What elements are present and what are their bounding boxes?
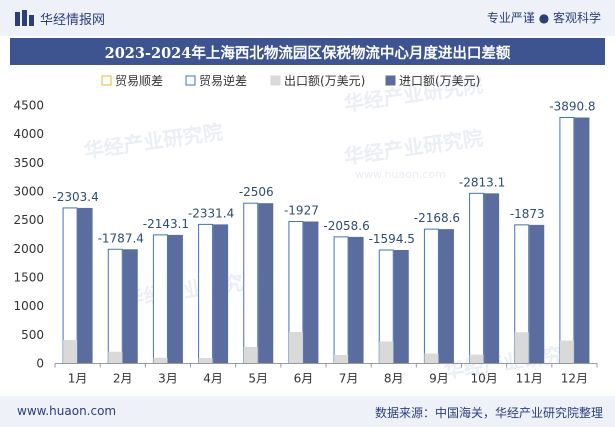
y-tick-label: 0 <box>36 357 44 371</box>
x-tick-label: 12月 <box>561 372 588 386</box>
balance-bar <box>559 116 575 364</box>
export-bar <box>469 354 484 364</box>
balance-label: -1787.4 <box>98 231 144 245</box>
logo-icon <box>15 10 34 26</box>
y-tick-label: 2500 <box>13 213 44 227</box>
export-bar <box>559 340 574 364</box>
export-bar <box>243 346 258 364</box>
x-tick-label: 8月 <box>384 372 404 386</box>
import-bar <box>258 203 274 364</box>
balance-bar <box>423 228 439 364</box>
export-bar <box>379 341 394 364</box>
export-bar <box>153 357 168 364</box>
import-bar <box>348 236 364 364</box>
balance-label: -2143.1 <box>143 217 189 231</box>
balance-label: -2058.6 <box>323 219 369 233</box>
y-tick-label: 1500 <box>13 271 44 285</box>
tagline: 专业严谨 ● 客观科学 <box>486 11 601 25</box>
balance-label: -2168.6 <box>414 211 460 225</box>
legend-swatch-4 <box>385 75 396 86</box>
x-tick-label: 7月 <box>339 372 359 386</box>
footer-bar: www.huaon.com 数据来源：中国海关，华经产业研究院整理 <box>0 396 615 427</box>
y-tick-label: 3500 <box>13 156 44 170</box>
data-labels: -2303.4 -1787.4-2143.1-2331.4 -2506 -1927 -2… <box>52 99 595 246</box>
export-bar <box>424 353 439 364</box>
balance-label: -3890.8 <box>549 99 595 113</box>
y-tick-label: 1000 <box>13 299 44 313</box>
balance-bar <box>243 202 259 364</box>
watermark-text: 华经产业研究院 <box>342 126 484 169</box>
x-tick-label: 2月 <box>113 372 133 386</box>
import-bar <box>122 249 138 364</box>
bar-chart: 华经产业研究院华经产业研究院华经产业研究院华经产业研究院华经产业研究院www.h… <box>13 73 598 386</box>
legend-swatch-3 <box>270 75 281 86</box>
balance-bar <box>198 223 214 364</box>
import-bar <box>393 250 409 364</box>
watermark-text: 华经产业研究院 <box>82 120 224 163</box>
x-tick-label: 3月 <box>158 372 178 386</box>
balance-label: -2506 <box>239 185 274 199</box>
import-bar <box>213 224 229 364</box>
watermark-url: www.huaon.com <box>355 168 446 181</box>
legend-label-4: 进口额(万美元) <box>399 74 480 88</box>
watermark-text: 华经产业研究院 <box>122 268 264 311</box>
title-bar: 2023-2024年上海西北物流园区保税物流中心月度进出口差额 <box>10 38 605 65</box>
legend-label-1: 贸易顺差 <box>115 74 163 88</box>
x-tick-label: 9月 <box>429 372 449 386</box>
data-source: 数据来源：中国海关，华经产业研究院整理 <box>374 406 603 420</box>
y-tick-label: 4500 <box>13 99 44 113</box>
legend-swatch-1 <box>101 75 112 86</box>
export-bar <box>108 351 123 364</box>
balance-label: -2303.4 <box>52 190 98 204</box>
y-tick-label: 500 <box>21 328 44 342</box>
balance-bar <box>107 248 123 365</box>
export-bar <box>514 332 529 364</box>
legend-label-3: 出口额(万美元) <box>284 74 365 88</box>
x-tick-label: 11月 <box>516 372 543 386</box>
balance-label: -1873 <box>510 207 545 221</box>
x-tick-label: 6月 <box>294 372 314 386</box>
x-tick-label: 4月 <box>203 372 223 386</box>
brand-name: 华经情报网 <box>40 13 106 28</box>
export-bar <box>63 339 78 364</box>
y-tick-label: 4000 <box>13 127 44 141</box>
y-axis: 0 500 1000 1500 2000 2500 3000 3500 4000 4500 <box>13 99 44 371</box>
import-bar <box>77 207 93 364</box>
import-bar <box>529 224 545 364</box>
x-axis: 1月 2月 3月 4月 5月 6月 7月 8月 9月 10月 11月 12月 <box>54 363 598 386</box>
import-bar <box>167 234 183 364</box>
site-url: www.huaon.com <box>17 404 117 418</box>
bars <box>62 116 590 365</box>
import-bar <box>484 193 500 364</box>
import-bar <box>438 229 454 364</box>
import-bar <box>574 117 590 364</box>
chart-title: 2023-2024年上海西北物流园区保税物流中心月度进出口差额 <box>104 45 511 62</box>
legend-label-2: 贸易逆差 <box>199 73 247 88</box>
balance-bar <box>152 234 168 364</box>
export-bar <box>198 358 213 364</box>
top-bar: 华经情报网 专业严谨 ● 客观科学 <box>0 0 615 36</box>
x-tick-label: 5月 <box>248 372 268 386</box>
balance-label: -1594.5 <box>369 232 415 246</box>
balance-label: -2813.1 <box>459 175 505 189</box>
import-bar <box>303 221 319 364</box>
balance-bar <box>469 192 485 364</box>
x-tick-label: 1月 <box>68 372 88 386</box>
balance-label: -1927 <box>284 203 319 217</box>
export-bar <box>334 354 349 364</box>
y-tick-label: 3000 <box>13 185 44 199</box>
balance-bar <box>333 236 349 364</box>
x-tick-label: 10月 <box>470 372 497 386</box>
legend-swatch-2 <box>185 75 196 86</box>
legend: 贸易顺差 贸易逆差 出口额(万美元) 进口额(万美元) <box>101 73 480 88</box>
export-bar <box>288 331 303 364</box>
y-tick-label: 2000 <box>13 242 44 256</box>
balance-label: -2331.4 <box>188 206 234 220</box>
